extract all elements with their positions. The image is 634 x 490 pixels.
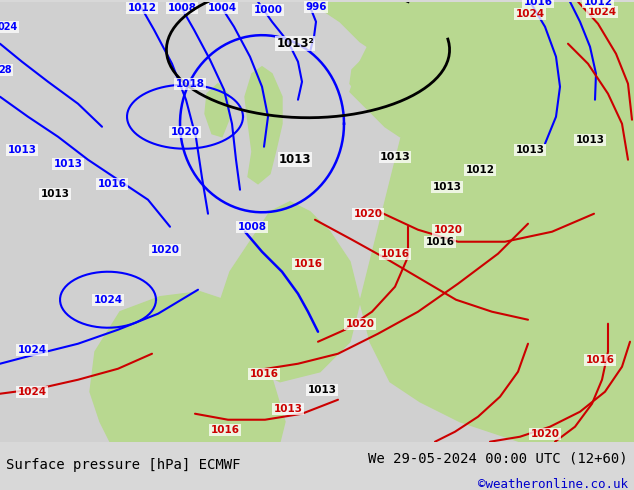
Text: We 29-05-2024 00:00 UTC (12+60): We 29-05-2024 00:00 UTC (12+60) (368, 451, 628, 465)
Text: 1024: 1024 (515, 9, 545, 19)
Text: 1018: 1018 (176, 79, 205, 89)
Polygon shape (245, 67, 282, 184)
Text: 1020: 1020 (531, 429, 559, 439)
Text: 1013²: 1013² (276, 37, 314, 50)
Polygon shape (220, 202, 360, 382)
Polygon shape (350, 2, 470, 137)
Text: 1024: 1024 (18, 387, 46, 397)
Text: 1013: 1013 (432, 182, 462, 192)
Text: 1020: 1020 (354, 209, 382, 219)
Text: 1012: 1012 (583, 0, 612, 7)
Text: 1013: 1013 (380, 152, 410, 162)
Text: 28: 28 (0, 65, 12, 75)
Text: 1008: 1008 (238, 221, 266, 232)
Text: 1012: 1012 (465, 165, 495, 175)
Text: 1016: 1016 (294, 259, 323, 269)
Text: 1016: 1016 (210, 425, 240, 435)
Text: 996: 996 (305, 2, 327, 12)
Text: 1013: 1013 (273, 404, 302, 414)
Polygon shape (350, 60, 372, 94)
Text: Surface pressure [hPa] ECMWF: Surface pressure [hPa] ECMWF (6, 458, 241, 471)
Text: 1024: 1024 (18, 345, 46, 355)
Text: ©weatheronline.co.uk: ©weatheronline.co.uk (477, 478, 628, 490)
Text: 1013: 1013 (515, 145, 545, 155)
Polygon shape (205, 84, 230, 137)
Polygon shape (90, 292, 285, 441)
Text: 1013: 1013 (41, 189, 70, 199)
Text: 1013: 1013 (8, 145, 37, 155)
Text: 1024: 1024 (93, 294, 122, 305)
Text: 1020: 1020 (150, 245, 179, 255)
Text: 1016: 1016 (250, 368, 278, 379)
Text: 1016: 1016 (380, 249, 410, 259)
Text: 1013: 1013 (279, 153, 311, 166)
Text: 024: 024 (0, 22, 18, 32)
Text: 1000: 1000 (254, 5, 283, 15)
Text: 1013: 1013 (307, 385, 337, 395)
Text: 1016: 1016 (524, 0, 552, 7)
Text: 1016: 1016 (586, 355, 614, 365)
Text: 1013: 1013 (576, 135, 604, 145)
Text: 1016: 1016 (98, 179, 127, 189)
Text: 1012: 1012 (127, 3, 157, 13)
Text: 1020: 1020 (434, 225, 462, 235)
Text: 1020: 1020 (171, 127, 200, 137)
Text: 1020: 1020 (346, 318, 375, 329)
Text: 1013: 1013 (53, 159, 82, 169)
Text: 1004: 1004 (207, 3, 236, 13)
Text: 1008: 1008 (167, 3, 197, 13)
Text: 1016: 1016 (425, 237, 455, 247)
Polygon shape (310, 2, 634, 441)
Text: 1024: 1024 (588, 7, 616, 17)
